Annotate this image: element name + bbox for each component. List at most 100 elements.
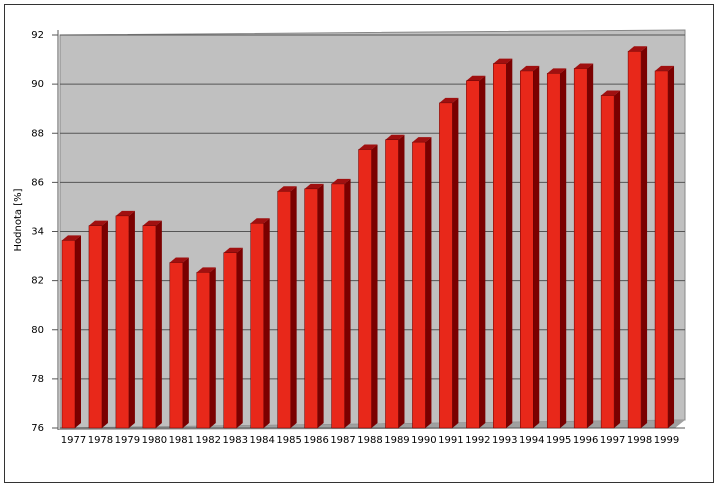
x-tick-label: 1980 xyxy=(142,435,167,446)
x-tick-label: 1984 xyxy=(249,435,274,446)
bar-side xyxy=(209,267,216,428)
bar-top xyxy=(547,68,567,74)
bar xyxy=(385,139,399,429)
bar-top xyxy=(142,220,162,226)
bar-side xyxy=(236,247,243,428)
bar-top xyxy=(601,90,621,96)
bar-top xyxy=(223,247,243,253)
bar-side xyxy=(641,46,648,428)
bar-side xyxy=(425,137,432,428)
bar xyxy=(250,222,264,429)
x-tick-label: 1979 xyxy=(115,435,140,446)
x-tick-label: 1992 xyxy=(465,435,490,446)
x-tick-label: 1983 xyxy=(222,435,247,446)
bar-top xyxy=(304,183,324,189)
bar-side xyxy=(668,65,675,429)
bar xyxy=(466,80,480,429)
bar xyxy=(654,70,669,429)
bar xyxy=(412,141,426,429)
x-tick-label: 1999 xyxy=(654,435,679,446)
bar-top xyxy=(439,97,459,103)
bar-side xyxy=(290,186,297,428)
bar xyxy=(627,51,642,429)
x-tick-label: 1981 xyxy=(169,435,194,446)
x-tick-label: 1993 xyxy=(492,435,517,446)
bar-side xyxy=(155,220,162,428)
bar xyxy=(169,262,184,429)
bar xyxy=(600,95,615,429)
bar-side xyxy=(182,257,189,428)
bar xyxy=(61,240,76,429)
y-tick-label: 80 xyxy=(31,325,44,336)
y-tick-label: 78 xyxy=(31,374,44,385)
bar-top xyxy=(62,235,81,241)
bar xyxy=(358,149,372,429)
bar-side xyxy=(371,144,378,428)
bar xyxy=(88,225,103,429)
x-tick-label: 1991 xyxy=(438,435,463,446)
y-tick-label: 92 xyxy=(31,30,44,41)
bar xyxy=(520,70,534,429)
bar xyxy=(142,225,157,429)
y-tick-label: 82 xyxy=(31,276,44,287)
bar-top xyxy=(169,257,189,263)
bar-side xyxy=(533,65,540,429)
bars xyxy=(61,46,675,429)
bar-side xyxy=(317,183,324,428)
bar-side xyxy=(560,68,567,428)
bar xyxy=(223,252,237,429)
bar xyxy=(546,73,561,429)
bar-top xyxy=(115,210,135,216)
x-tick-label: 1988 xyxy=(357,435,382,446)
bar xyxy=(115,215,130,429)
y-tick-label: 34 xyxy=(31,227,44,238)
bar-top xyxy=(358,144,378,150)
bar-top xyxy=(574,63,594,69)
bar-top xyxy=(412,137,432,143)
bar xyxy=(331,183,345,429)
bar xyxy=(304,188,318,429)
x-tick-label: 1996 xyxy=(573,435,598,446)
bar-top xyxy=(250,218,270,224)
bar xyxy=(439,102,453,429)
bar-side xyxy=(344,178,351,428)
y-tick-label: 86 xyxy=(31,177,44,188)
y-tick-label: 76 xyxy=(31,423,44,434)
bar-side xyxy=(452,97,459,429)
bar xyxy=(196,272,211,429)
bar-top xyxy=(628,46,648,52)
y-tick-label: 90 xyxy=(31,79,44,90)
bar xyxy=(277,191,291,429)
x-tick-label: 1998 xyxy=(627,435,652,446)
x-tick-label: 1986 xyxy=(303,435,328,446)
x-tick-label: 1990 xyxy=(411,435,436,446)
bar-side xyxy=(128,210,135,428)
bar-top xyxy=(466,75,486,81)
bar-side xyxy=(506,58,513,428)
bar-side xyxy=(101,220,108,428)
x-tick-label: 1995 xyxy=(546,435,571,446)
x-tick-label: 1989 xyxy=(384,435,409,446)
bar-top xyxy=(493,58,513,64)
x-tick-label: 1978 xyxy=(88,435,113,446)
y-tick-label: 88 xyxy=(31,128,44,139)
x-tick-label: 1994 xyxy=(519,435,544,446)
bar-top xyxy=(88,220,108,226)
bar-top xyxy=(277,186,297,192)
x-tick-label: 1997 xyxy=(600,435,625,446)
x-tick-label: 1982 xyxy=(196,435,221,446)
x-tick-label: 1977 xyxy=(61,435,86,446)
bar-top xyxy=(331,178,351,184)
bar-side xyxy=(398,134,405,429)
bar-side xyxy=(614,90,621,429)
x-tick-label: 1985 xyxy=(276,435,301,446)
y-axis-label: Hodnota [%] xyxy=(13,188,24,251)
x-tick-label: 1987 xyxy=(330,435,355,446)
bar-side xyxy=(75,235,81,428)
bar-top xyxy=(520,65,540,71)
bar-side xyxy=(479,75,486,428)
bar xyxy=(493,63,507,429)
bar-top xyxy=(196,267,216,273)
bar-top xyxy=(385,134,405,140)
